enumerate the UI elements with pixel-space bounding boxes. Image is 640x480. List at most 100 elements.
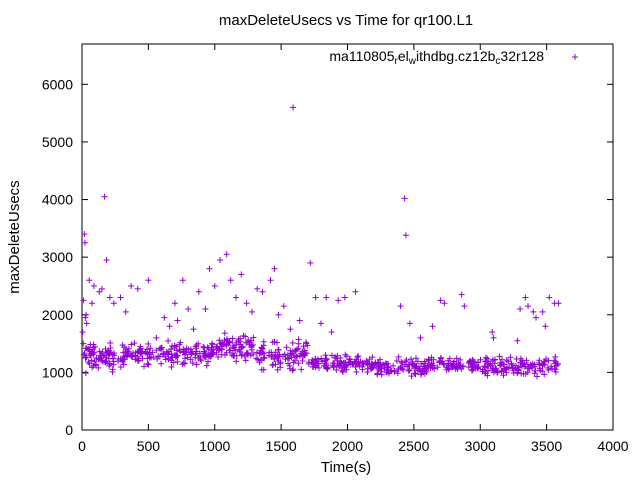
data-point <box>91 358 98 365</box>
data-point <box>80 297 87 304</box>
data-point <box>280 303 287 310</box>
data-point <box>505 358 512 365</box>
data-point <box>110 300 117 307</box>
data-point <box>270 361 277 368</box>
data-point <box>332 354 339 361</box>
data-point <box>145 361 152 368</box>
data-point <box>330 363 337 370</box>
data-point <box>236 348 243 355</box>
data-point <box>161 314 168 321</box>
data-point <box>203 362 210 369</box>
data-point <box>456 362 463 369</box>
x-axis: 0 500 1000 1500 2000 2500 3000 3500 4000 <box>78 44 629 454</box>
data-point <box>317 320 324 327</box>
data-point <box>489 365 496 372</box>
data-point <box>156 345 163 352</box>
data-point <box>544 364 551 371</box>
data-point <box>402 361 409 368</box>
data-point <box>139 355 146 362</box>
data-point <box>236 341 243 348</box>
data-point <box>268 353 275 360</box>
data-point <box>193 342 200 349</box>
data-point <box>474 365 481 372</box>
data-point <box>190 326 197 333</box>
legend-marker-symbol <box>572 54 578 60</box>
data-point <box>535 359 542 366</box>
data-point <box>334 357 341 364</box>
data-point <box>86 277 93 284</box>
data-point <box>514 366 521 373</box>
data-point <box>192 351 199 358</box>
data-point <box>441 300 448 307</box>
data-point <box>291 352 298 359</box>
data-point <box>106 294 113 301</box>
data-point <box>261 354 268 361</box>
data-point <box>158 360 165 367</box>
data-point <box>221 330 228 337</box>
legend-text-part: 32r128 <box>500 48 544 64</box>
data-point <box>458 365 465 372</box>
data-point <box>196 350 203 357</box>
data-point <box>283 344 290 351</box>
data-point <box>342 351 349 358</box>
data-point <box>81 231 88 238</box>
data-point <box>515 367 522 374</box>
data-point <box>97 352 104 359</box>
data-point <box>84 346 91 353</box>
data-point <box>269 362 276 369</box>
data-point <box>458 291 465 298</box>
data-point <box>82 311 89 318</box>
data-point <box>434 364 441 371</box>
data-point <box>122 308 129 315</box>
data-point <box>107 339 114 346</box>
y-tick-label: 4000 <box>42 192 73 208</box>
data-point <box>106 360 113 367</box>
data-point <box>160 351 167 358</box>
legend-label: ma110805relwithdbg.cz12bc32r128 <box>329 48 544 67</box>
legend-text-part: el <box>398 48 409 64</box>
data-point <box>484 355 491 362</box>
data-point <box>233 358 240 365</box>
data-point <box>343 366 350 373</box>
data-point <box>242 333 249 340</box>
data-point <box>384 366 391 373</box>
data-point <box>168 363 175 370</box>
data-point <box>539 308 546 315</box>
data-point <box>99 348 106 355</box>
legend-subscript: c <box>495 56 500 67</box>
data-point <box>411 370 418 377</box>
data-point <box>131 340 138 347</box>
data-point <box>171 342 178 349</box>
y-tick-label: 6000 <box>42 76 73 92</box>
data-point <box>96 288 103 295</box>
data-point <box>290 104 297 111</box>
data-point <box>215 354 222 361</box>
data-point <box>303 340 310 347</box>
data-point <box>277 360 284 367</box>
data-point <box>289 348 296 355</box>
data-point <box>98 285 105 292</box>
data-point <box>437 358 444 365</box>
data-point <box>250 334 257 341</box>
data-point <box>429 323 436 330</box>
data-point <box>519 357 526 364</box>
data-point <box>129 352 136 359</box>
data-point <box>183 345 190 352</box>
data-point <box>165 337 172 344</box>
data-point <box>129 353 136 360</box>
data-point <box>341 294 348 301</box>
data-point <box>107 350 114 357</box>
data-point <box>497 362 504 369</box>
data-point <box>180 346 187 353</box>
data-point <box>128 341 135 348</box>
data-point <box>230 352 237 359</box>
data-point <box>179 277 186 284</box>
data-point <box>286 365 293 372</box>
data-point <box>248 344 255 351</box>
data-point <box>352 358 359 365</box>
data-point <box>312 355 319 362</box>
data-point <box>136 347 143 354</box>
data-point <box>82 370 89 377</box>
data-point <box>205 358 212 365</box>
data-point <box>93 354 100 361</box>
